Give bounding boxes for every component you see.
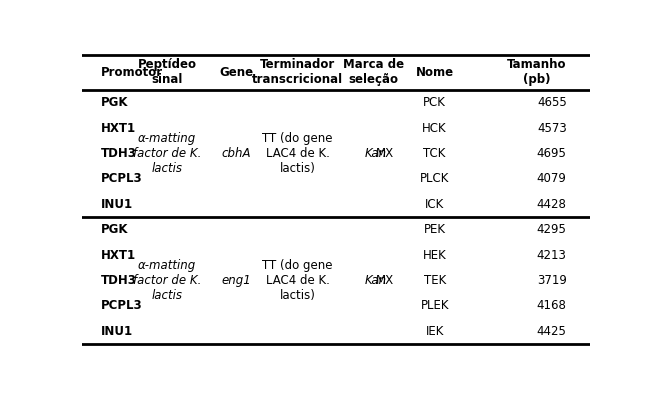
Text: TDH3: TDH3: [101, 147, 137, 160]
Text: Terminador
transcricional: Terminador transcricional: [252, 58, 343, 87]
Text: TT (do gene
LAC4 de K.
lactis): TT (do gene LAC4 de K. lactis): [263, 259, 333, 302]
Text: HEK: HEK: [422, 248, 447, 261]
Text: ICK: ICK: [425, 198, 444, 211]
Text: PGK: PGK: [101, 223, 128, 236]
Text: 4213: 4213: [537, 248, 567, 261]
Text: PEK: PEK: [424, 223, 445, 236]
Text: Peptídeo
sinal: Peptídeo sinal: [138, 58, 196, 87]
Text: PCPL3: PCPL3: [101, 172, 143, 185]
Text: Gene: Gene: [219, 66, 253, 79]
Text: IEK: IEK: [426, 325, 444, 338]
Text: PGK: PGK: [101, 96, 128, 109]
Text: 4295: 4295: [537, 223, 567, 236]
Text: 4428: 4428: [537, 198, 567, 211]
Text: α-matting
factor de K.
lactis: α-matting factor de K. lactis: [133, 259, 201, 302]
Text: Tamanho
(pb): Tamanho (pb): [507, 58, 567, 87]
Text: INU1: INU1: [101, 198, 133, 211]
Text: 4079: 4079: [537, 172, 567, 185]
Text: TEK: TEK: [424, 274, 446, 287]
Text: TT (do gene
LAC4 de K.
lactis): TT (do gene LAC4 de K. lactis): [263, 132, 333, 175]
Text: HXT1: HXT1: [101, 248, 136, 261]
Text: PCK: PCK: [423, 96, 446, 109]
Text: MX: MX: [375, 274, 394, 287]
Text: Kan: Kan: [365, 147, 387, 160]
Text: TDH3: TDH3: [101, 274, 137, 287]
Text: 4168: 4168: [537, 299, 567, 312]
Text: PLEK: PLEK: [421, 299, 449, 312]
Text: INU1: INU1: [101, 325, 133, 338]
Text: eng1: eng1: [222, 274, 252, 287]
Text: Promotor: Promotor: [101, 66, 163, 79]
Text: PCPL3: PCPL3: [101, 299, 143, 312]
Text: MX: MX: [375, 147, 394, 160]
Text: 3719: 3719: [537, 274, 567, 287]
Text: HCK: HCK: [422, 122, 447, 135]
Text: 4425: 4425: [537, 325, 567, 338]
Text: Kan: Kan: [365, 274, 387, 287]
Text: TCK: TCK: [424, 147, 446, 160]
Text: α-matting
factor de K.
lactis: α-matting factor de K. lactis: [133, 132, 201, 175]
Text: 4655: 4655: [537, 96, 567, 109]
Text: 4695: 4695: [537, 147, 567, 160]
Text: 4573: 4573: [537, 122, 567, 135]
Text: Nome: Nome: [416, 66, 454, 79]
Text: Marca de
seleção: Marca de seleção: [343, 58, 404, 87]
Text: PLCK: PLCK: [420, 172, 449, 185]
Text: cbhA: cbhA: [222, 147, 252, 160]
Text: HXT1: HXT1: [101, 122, 136, 135]
